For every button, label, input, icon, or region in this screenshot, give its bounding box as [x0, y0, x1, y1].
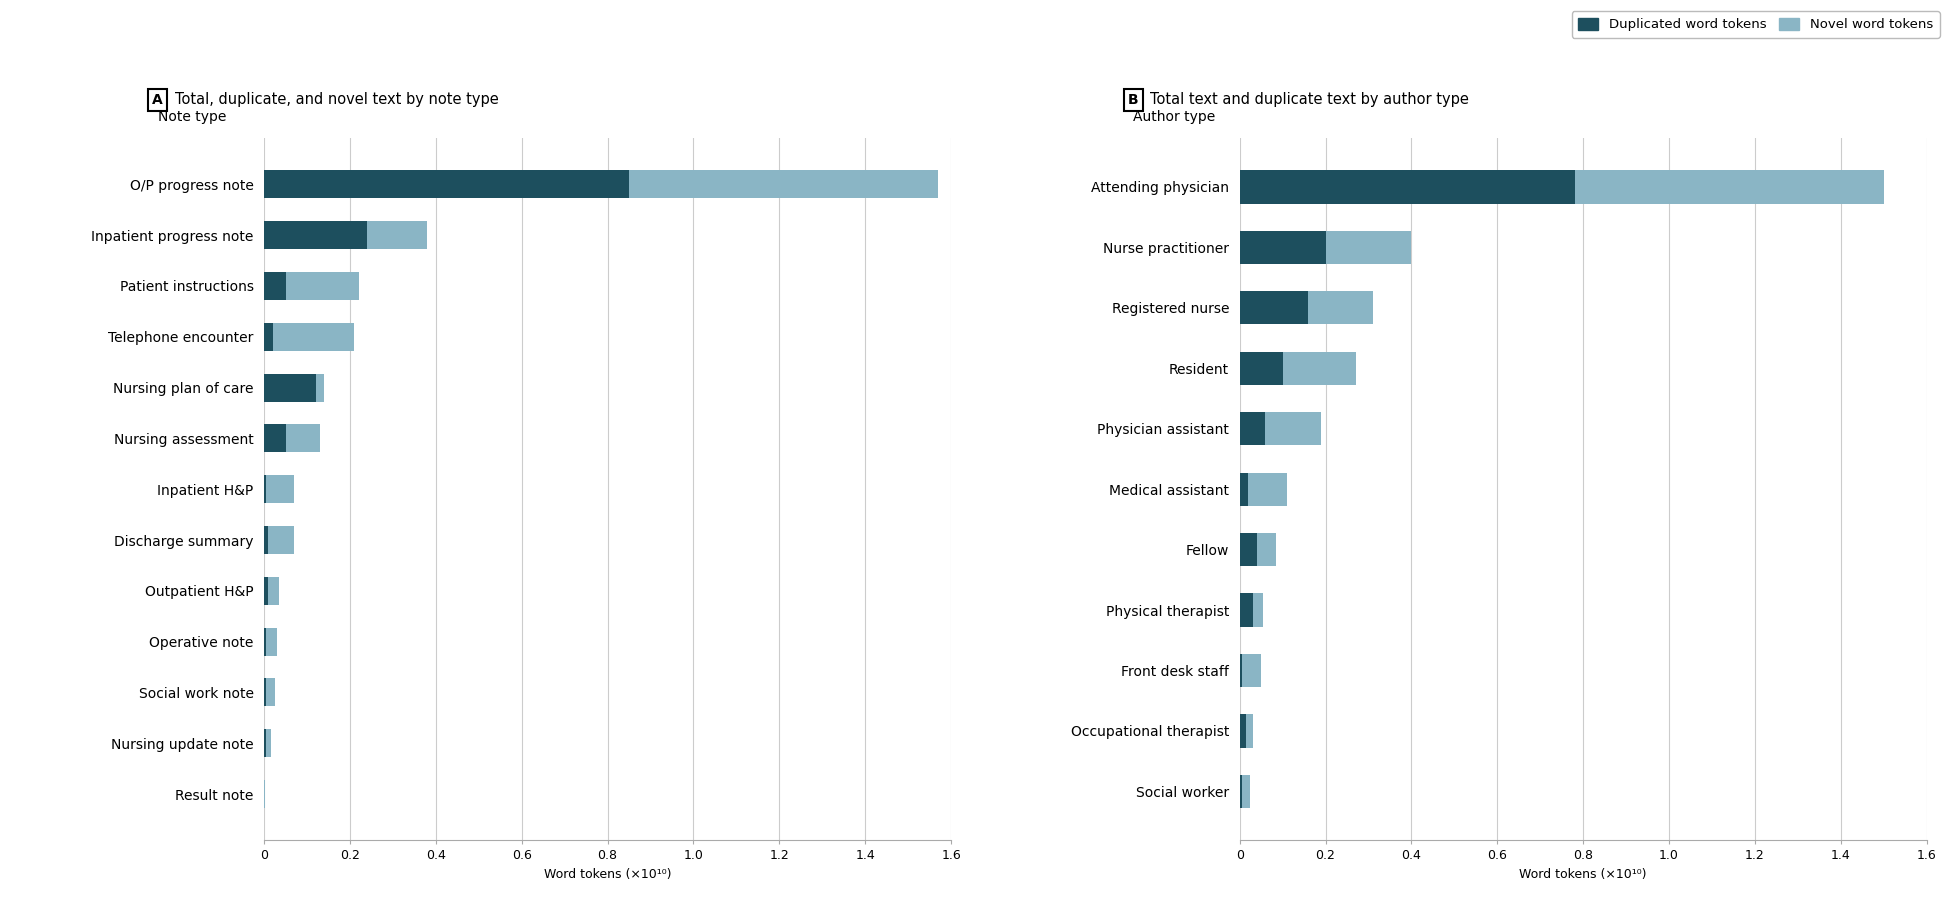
- Bar: [1239, 352, 1282, 385]
- Bar: [630, 171, 938, 198]
- Bar: [285, 272, 358, 300]
- Bar: [264, 272, 285, 300]
- Bar: [1239, 653, 1241, 687]
- Bar: [1251, 593, 1263, 627]
- Bar: [1239, 292, 1308, 325]
- Bar: [315, 374, 325, 402]
- Bar: [1241, 774, 1249, 808]
- Bar: [1245, 714, 1251, 748]
- Legend: Duplicated word tokens, Novel word tokens: Duplicated word tokens, Novel word token…: [1572, 11, 1939, 38]
- Bar: [264, 323, 272, 351]
- Text: Total, duplicate, and novel text by note type: Total, duplicate, and novel text by note…: [174, 92, 499, 107]
- Bar: [268, 526, 293, 554]
- Bar: [266, 628, 278, 655]
- Bar: [1239, 533, 1257, 566]
- Bar: [1282, 352, 1355, 385]
- Bar: [264, 577, 268, 605]
- Bar: [1265, 413, 1320, 446]
- Bar: [1241, 653, 1261, 687]
- X-axis label: Word tokens (×10¹⁰): Word tokens (×10¹⁰): [543, 868, 671, 881]
- Bar: [266, 678, 274, 706]
- Bar: [264, 222, 368, 249]
- X-axis label: Word tokens (×10¹⁰): Word tokens (×10¹⁰): [1519, 868, 1646, 881]
- Bar: [264, 171, 630, 198]
- Bar: [272, 323, 354, 351]
- Bar: [1239, 714, 1245, 748]
- Bar: [1239, 231, 1325, 264]
- Bar: [1239, 593, 1251, 627]
- Bar: [1325, 231, 1412, 264]
- Bar: [264, 425, 285, 452]
- Text: Note type: Note type: [158, 111, 227, 125]
- Bar: [264, 526, 268, 554]
- Bar: [368, 222, 426, 249]
- Bar: [285, 425, 321, 452]
- Bar: [268, 577, 280, 605]
- Bar: [264, 628, 266, 655]
- Bar: [1257, 533, 1275, 566]
- Bar: [1239, 171, 1574, 204]
- Bar: [1308, 292, 1372, 325]
- Text: A: A: [152, 93, 162, 107]
- Bar: [1247, 473, 1286, 506]
- Bar: [1239, 413, 1265, 446]
- Bar: [1239, 473, 1247, 506]
- Bar: [264, 475, 266, 503]
- Bar: [1239, 774, 1241, 808]
- Bar: [266, 475, 293, 503]
- Text: Total text and duplicate text by author type: Total text and duplicate text by author …: [1150, 92, 1468, 107]
- Text: B: B: [1128, 93, 1138, 107]
- Bar: [264, 374, 315, 402]
- Bar: [266, 729, 270, 757]
- Bar: [1574, 171, 1883, 204]
- Text: Author type: Author type: [1132, 111, 1214, 125]
